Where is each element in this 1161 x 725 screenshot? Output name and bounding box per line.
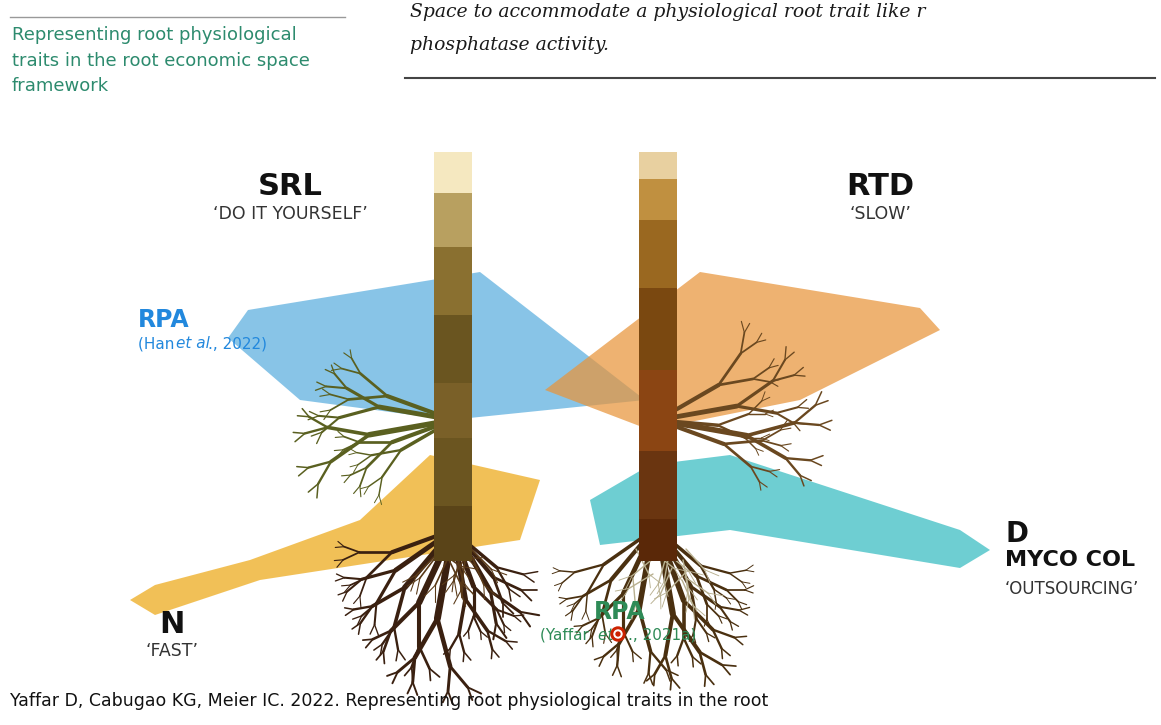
Bar — [639, 547, 677, 561]
Bar — [639, 288, 677, 302]
Bar — [434, 288, 473, 302]
Bar — [434, 342, 473, 357]
Text: et al: et al — [176, 336, 210, 351]
Bar — [639, 261, 677, 276]
Bar — [434, 233, 473, 248]
Bar — [639, 424, 677, 439]
Bar — [434, 397, 473, 411]
Bar — [434, 315, 473, 330]
Bar — [434, 410, 473, 425]
Text: Space to accommodate a physiological root trait like r: Space to accommodate a physiological roo… — [410, 3, 925, 21]
Bar — [639, 478, 677, 493]
Circle shape — [616, 632, 620, 636]
Bar — [639, 315, 677, 330]
Bar — [639, 342, 677, 357]
Text: SRL: SRL — [258, 172, 323, 201]
Bar — [434, 356, 473, 370]
Text: phosphatase activity.: phosphatase activity. — [410, 36, 610, 54]
Bar — [639, 165, 677, 181]
Bar — [639, 302, 677, 316]
Bar — [639, 220, 677, 235]
Text: MYCO COL: MYCO COL — [1005, 550, 1135, 570]
Bar — [434, 465, 473, 479]
Bar — [434, 220, 473, 235]
Bar — [639, 465, 677, 479]
Text: RTD: RTD — [846, 172, 914, 201]
Bar — [639, 533, 677, 547]
Bar — [434, 329, 473, 344]
Bar — [434, 193, 473, 207]
Bar — [434, 370, 473, 384]
Bar — [434, 261, 473, 276]
Text: Yaffar D, Cabugao KG, Meier IC. 2022. Representing root physiological traits in : Yaffar D, Cabugao KG, Meier IC. 2022. Re… — [10, 692, 769, 710]
Bar — [434, 424, 473, 439]
Bar — [434, 519, 473, 534]
Bar — [434, 179, 473, 194]
Bar — [639, 152, 677, 167]
Bar — [639, 410, 677, 425]
Text: et: et — [598, 628, 619, 643]
Bar — [639, 438, 677, 452]
Text: D: D — [1005, 520, 1027, 548]
Bar — [639, 329, 677, 344]
Bar — [434, 438, 473, 452]
Bar — [639, 356, 677, 370]
Text: ., 2021a): ., 2021a) — [628, 628, 697, 643]
Polygon shape — [130, 455, 540, 615]
Circle shape — [611, 627, 625, 641]
Bar — [434, 505, 473, 521]
Polygon shape — [545, 272, 940, 430]
Bar — [639, 193, 677, 207]
Bar — [434, 492, 473, 507]
Bar — [639, 207, 677, 221]
Bar — [434, 547, 473, 561]
Text: (Yaffar: (Yaffar — [540, 628, 593, 643]
Bar — [434, 165, 473, 181]
Bar — [434, 533, 473, 547]
Bar — [434, 274, 473, 289]
Circle shape — [614, 630, 622, 638]
Bar — [639, 233, 677, 248]
Text: RPA: RPA — [138, 308, 189, 332]
Bar — [639, 505, 677, 521]
Bar — [639, 179, 677, 194]
Bar — [639, 274, 677, 289]
Text: N: N — [159, 610, 185, 639]
Text: ‘OUTSOURCING’: ‘OUTSOURCING’ — [1005, 580, 1139, 598]
Text: ., 2022): ., 2022) — [208, 336, 267, 351]
Bar — [434, 152, 473, 167]
Text: RPA: RPA — [594, 600, 646, 624]
Bar — [639, 451, 677, 465]
Bar — [434, 384, 473, 398]
Bar — [434, 478, 473, 493]
Polygon shape — [590, 455, 990, 568]
Bar — [639, 492, 677, 507]
Bar — [434, 302, 473, 316]
Bar — [639, 519, 677, 534]
Bar — [639, 370, 677, 384]
Text: ‘SLOW’: ‘SLOW’ — [849, 205, 911, 223]
Text: (Han: (Han — [138, 336, 179, 351]
Bar — [434, 451, 473, 465]
Text: ‘DO IT YOURSELF’: ‘DO IT YOURSELF’ — [212, 205, 367, 223]
Polygon shape — [228, 272, 646, 420]
Bar — [434, 207, 473, 221]
Bar — [434, 247, 473, 262]
Bar — [639, 384, 677, 398]
Bar — [639, 247, 677, 262]
Bar — [639, 397, 677, 411]
Text: Representing root physiological
traits in the root economic space
framework: Representing root physiological traits i… — [12, 26, 310, 96]
Text: ‘FAST’: ‘FAST’ — [145, 642, 199, 660]
